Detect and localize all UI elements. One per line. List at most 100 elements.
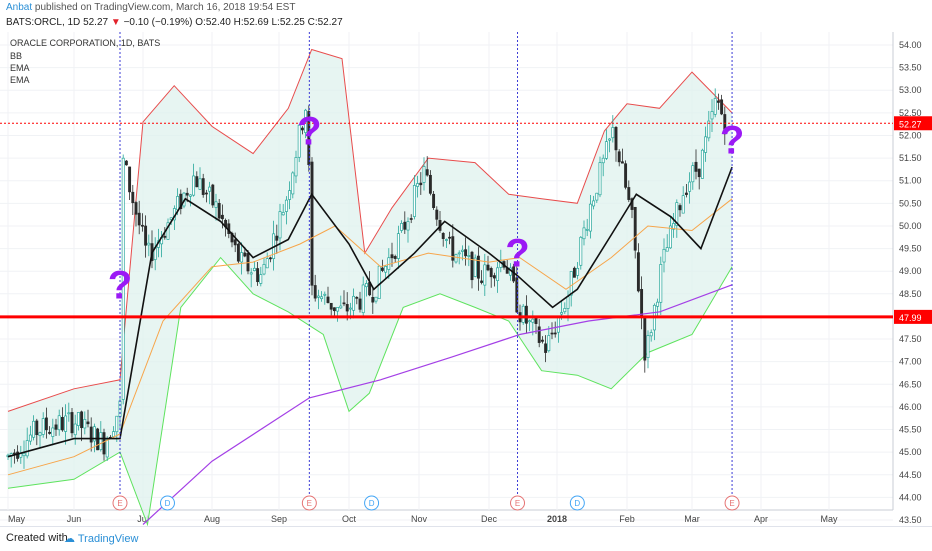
candle-up bbox=[713, 98, 717, 115]
candle-down bbox=[451, 236, 455, 261]
candle-up bbox=[105, 438, 109, 458]
candle-up bbox=[320, 296, 324, 300]
candle-up bbox=[691, 165, 695, 183]
candle-down bbox=[393, 256, 397, 259]
candle-down bbox=[428, 174, 432, 194]
candle-up bbox=[406, 221, 410, 231]
symbol-label: BATS:ORCL, 1D bbox=[6, 17, 81, 28]
candle-down bbox=[217, 202, 221, 219]
candle-up bbox=[422, 166, 426, 183]
candle-up bbox=[662, 248, 666, 263]
candle-down bbox=[684, 192, 688, 195]
candle-up bbox=[57, 415, 61, 431]
candle-up bbox=[467, 255, 471, 257]
candle-down bbox=[313, 285, 317, 299]
candle-up bbox=[710, 111, 714, 120]
candle-up bbox=[688, 181, 692, 192]
price-chart[interactable]: 54.00 53.50 53.00 52.50 52.00 51.50 51.00 50.50… bbox=[0, 32, 932, 526]
y-tick-label: 43.50 bbox=[899, 515, 922, 525]
candle-up bbox=[76, 412, 80, 426]
candle-down bbox=[256, 268, 260, 283]
candle-up bbox=[281, 212, 285, 216]
candle-up bbox=[496, 267, 500, 281]
y-tick-label: 54.00 bbox=[899, 40, 922, 50]
y-tick-label: 46.50 bbox=[899, 379, 922, 389]
earnings-marker-circle bbox=[510, 495, 526, 511]
support-price-label: 47.99 bbox=[899, 313, 922, 323]
candle-up bbox=[473, 257, 477, 277]
candle-up bbox=[304, 109, 308, 133]
candle-up bbox=[32, 420, 36, 438]
publish-info: Anbat published on TradingView.com, Marc… bbox=[6, 2, 295, 13]
y-tick-label: 44.00 bbox=[899, 492, 922, 502]
indicator-legend: ORACLE CORPORATION, 1D, BATS BB EMA EMA bbox=[10, 38, 160, 85]
candle-up bbox=[176, 196, 180, 211]
candle-down bbox=[371, 297, 375, 303]
candle-down bbox=[720, 99, 724, 115]
candle-up bbox=[64, 415, 68, 432]
indicator-legend-item: EMA bbox=[10, 75, 30, 85]
candle-down bbox=[355, 297, 359, 299]
last-price-tag bbox=[894, 116, 932, 131]
candle-down bbox=[179, 193, 183, 210]
indicator-legend-item: EMA bbox=[10, 63, 30, 73]
candle-up bbox=[531, 318, 535, 323]
candle-up bbox=[611, 127, 615, 139]
candle-down bbox=[694, 161, 698, 172]
candle-down bbox=[236, 243, 240, 262]
tradingview-logo[interactable]: ☁ TradingView bbox=[64, 532, 138, 545]
candle-down bbox=[163, 235, 167, 238]
candle-up bbox=[28, 434, 32, 442]
candle-up bbox=[604, 141, 608, 159]
candle-up bbox=[352, 295, 356, 311]
candle-up bbox=[582, 227, 586, 240]
x-tick-label: May bbox=[8, 514, 26, 524]
indicator-legend-item: BB bbox=[10, 51, 22, 61]
y-tick-label: 52.00 bbox=[899, 130, 922, 140]
ema-purple-line bbox=[142, 284, 733, 525]
chart-header: Anbat published on TradingView.com, Marc… bbox=[0, 0, 932, 32]
candle-down bbox=[140, 224, 144, 227]
bollinger-lower-band bbox=[7, 256, 733, 526]
candle-down bbox=[380, 267, 384, 271]
candle-down bbox=[553, 332, 557, 335]
candle-down bbox=[342, 302, 346, 305]
candle-down bbox=[134, 202, 138, 215]
last-price: 52.27 bbox=[83, 17, 109, 28]
candle-up bbox=[588, 203, 592, 232]
candle-down bbox=[128, 166, 132, 193]
candle-up bbox=[374, 296, 378, 302]
candle-down bbox=[409, 218, 413, 220]
y-tick-label: 49.00 bbox=[899, 266, 922, 276]
candle-down bbox=[211, 184, 215, 206]
y-tick-label: 47.50 bbox=[899, 334, 922, 344]
candle-down bbox=[35, 420, 39, 436]
high-label: H: bbox=[233, 17, 244, 28]
y-tick-label: 50.00 bbox=[899, 221, 922, 231]
candle-down bbox=[441, 233, 445, 239]
author-link[interactable]: Anbat bbox=[6, 2, 33, 13]
ema-black-line bbox=[7, 166, 733, 458]
candle-down bbox=[448, 236, 452, 239]
candle-down bbox=[515, 277, 519, 313]
y-tick-label: 51.00 bbox=[899, 176, 922, 186]
candle-down bbox=[310, 161, 314, 286]
candle-down bbox=[390, 254, 394, 259]
candle-up bbox=[38, 432, 42, 437]
candle-down bbox=[332, 307, 336, 312]
candle-down bbox=[636, 252, 640, 292]
candle-up bbox=[262, 264, 266, 275]
y-tick-label: 47.00 bbox=[899, 357, 922, 367]
candle-down bbox=[233, 239, 237, 246]
candle-down bbox=[243, 252, 247, 257]
candle-down bbox=[275, 235, 279, 241]
candle-up bbox=[198, 178, 202, 190]
candle-down bbox=[678, 205, 682, 211]
candle-up bbox=[364, 283, 368, 288]
candle-up bbox=[384, 266, 388, 273]
candle-up bbox=[396, 233, 400, 259]
candle-down bbox=[486, 264, 490, 271]
candle-up bbox=[416, 183, 420, 187]
x-tick-label: Oct bbox=[342, 514, 357, 524]
candle-down bbox=[534, 317, 538, 324]
